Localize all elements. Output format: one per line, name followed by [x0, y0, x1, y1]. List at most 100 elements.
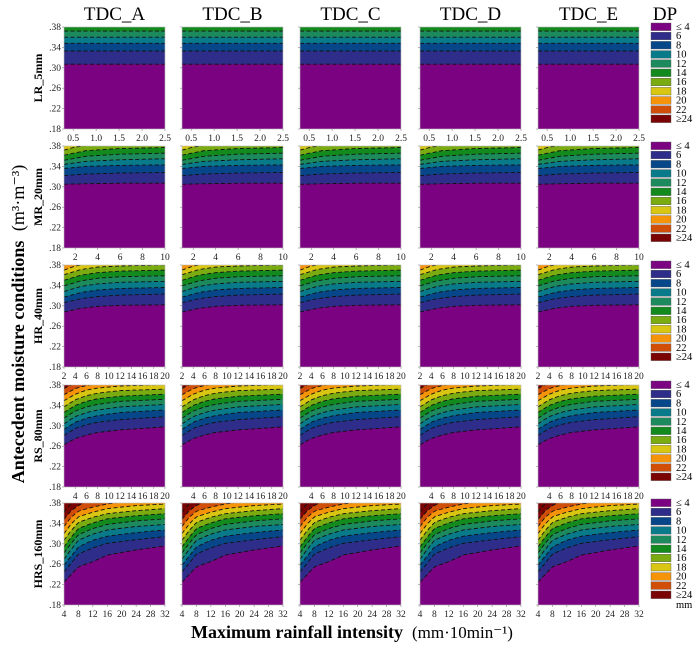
x-tick-label: 12 — [471, 372, 481, 382]
legend-label: 8 — [676, 159, 681, 170]
legend-label: 12 — [676, 178, 687, 189]
x-tick-label: 10 — [340, 372, 350, 382]
panel-frame — [419, 502, 522, 606]
panel-frame — [299, 145, 402, 249]
panel-frame — [419, 384, 522, 488]
legend-label: 20 — [676, 454, 687, 465]
x-tick-label: 10 — [460, 372, 470, 382]
legend-label: 20 — [676, 215, 687, 226]
x-tick-label: 10 — [578, 372, 588, 382]
x-tick-label: 1.0 — [90, 134, 102, 144]
contour-line-dp-8 — [182, 164, 283, 169]
legend-swatch — [650, 463, 672, 472]
legend-label: 18 — [676, 562, 687, 573]
x-tick-label: 2 — [180, 372, 185, 382]
contour-line-dp-4 — [300, 426, 401, 446]
contour-band-dp-14 — [64, 146, 165, 156]
contour-band-dp-24 — [64, 503, 73, 513]
legend-swatch — [650, 535, 672, 544]
legend-swatch — [650, 32, 672, 41]
y-tick-label: .34 — [49, 401, 61, 411]
y-tick-label: .38 — [49, 261, 61, 271]
contour-band-dp-14 — [300, 146, 401, 156]
legend-label: 8 — [676, 278, 681, 289]
contour-line-dp-12 — [182, 275, 283, 287]
legend-label: 22 — [676, 105, 687, 116]
contour-line-dp-6 — [64, 536, 165, 573]
contour-band-dp-16 — [538, 265, 639, 275]
contour-band-dp-14 — [182, 146, 283, 156]
x-tick-label: 2.0 — [492, 134, 504, 144]
legend-swatch — [650, 270, 672, 279]
x-tick-label: 4 — [418, 610, 423, 620]
x-tick-label: 20 — [396, 492, 406, 502]
contour-fills — [300, 265, 401, 313]
contour-line-dp-10 — [182, 280, 283, 292]
contour-band-dp-14 — [420, 146, 521, 156]
contour-band-dp-20 — [538, 503, 589, 527]
contour-line-dp-4 — [182, 426, 283, 446]
x-tick-label: 16 — [221, 610, 231, 620]
contour-fills — [182, 503, 283, 583]
x-tick-label: 4 — [536, 610, 541, 620]
x-tick-label: 10 — [634, 253, 644, 263]
contour-line-dp-14 — [538, 269, 639, 281]
x-tick-label: 4 — [309, 372, 314, 382]
panel-frame — [537, 502, 640, 606]
x-tick-label: 4 — [429, 492, 434, 502]
legend-label: 16 — [676, 77, 687, 88]
contour-line-dp-4 — [420, 426, 521, 446]
contour-band-dp-22 — [538, 503, 558, 520]
panel-RS_80mm-TDC_A: 4 6 8 10 12 14 16 18 20 .18 .22 .26 .30 .34 .38 — [49, 381, 170, 502]
contour-band-dp-16 — [182, 265, 283, 275]
x-tick-label: 4 — [73, 372, 78, 382]
x-tick-label: 16 — [459, 610, 469, 620]
panel-frame — [63, 264, 166, 368]
contour-line-dp-10 — [420, 523, 521, 560]
contour-band-dp-12 — [300, 27, 401, 32]
x-tick-label: 16 — [612, 372, 622, 382]
x-tick-label: 1.0 — [446, 134, 458, 144]
contour-band-dp-16 — [182, 146, 201, 151]
contour-line-dp-6 — [182, 536, 283, 573]
row-label-HRS_160mm: HRS_160mm — [31, 520, 45, 589]
x-tick-label: 10 — [396, 253, 406, 263]
contour-band-dp-10 — [420, 146, 521, 165]
x-tick-label: 24 — [605, 610, 615, 620]
legend-swatch — [650, 472, 672, 481]
contour-band-dp-16 — [64, 265, 165, 275]
x-tick-label: 18 — [385, 372, 395, 382]
panel-RS_80mm-TDC_B: 4 6 8 10 12 14 16 18 20 — [180, 384, 288, 502]
panel-frame — [181, 502, 284, 606]
contour-line-dp-14 — [300, 269, 401, 281]
x-tick-label: 20 — [235, 610, 245, 620]
legend-swatch — [650, 399, 672, 408]
contour-band-dp-16 — [64, 385, 165, 407]
contour-line-dp-14 — [420, 147, 521, 156]
legend-swatch — [650, 417, 672, 426]
y-tick-label: .34 — [49, 519, 61, 529]
x-tick-label: 28 — [264, 610, 274, 620]
contour-line-dp-18 — [420, 503, 521, 534]
panel-HR_40mm-TDC_E: 2 4 6 8 10 12 14 16 18 20 — [536, 264, 644, 382]
contour-line-dp-8 — [300, 409, 401, 430]
x-tick-label: 0.5 — [67, 134, 79, 144]
contour-line-dp-12 — [300, 275, 401, 287]
legend-label: 22 — [676, 463, 687, 474]
row-label-HR_40mm: HR_40mm — [31, 288, 45, 344]
column-titles: TDC_A TDC_B TDC_C TDC_D TDC_E DP — [84, 4, 677, 25]
contour-line-dp-10 — [64, 280, 165, 292]
row-label-RS_80mm: RS_80mm — [31, 409, 45, 462]
legend-swatch — [650, 260, 672, 269]
contour-band-dp-22 — [64, 503, 84, 520]
contour-line-dp-6 — [538, 416, 639, 436]
x-tick-label: 4 — [298, 610, 303, 620]
x-tick-label: 14 — [483, 372, 493, 382]
contour-line-dp-12 — [64, 518, 165, 554]
panel-LR_5mm-TDC_A: 0.5 1.0 1.5 2.0 2.5 .18 .22 .26 .30 .34 .38 — [49, 23, 171, 144]
panel-frame — [419, 145, 522, 249]
contour-fills — [538, 385, 639, 446]
contour-line-dp-14 — [538, 147, 639, 156]
contour-line-dp-6 — [538, 536, 639, 573]
